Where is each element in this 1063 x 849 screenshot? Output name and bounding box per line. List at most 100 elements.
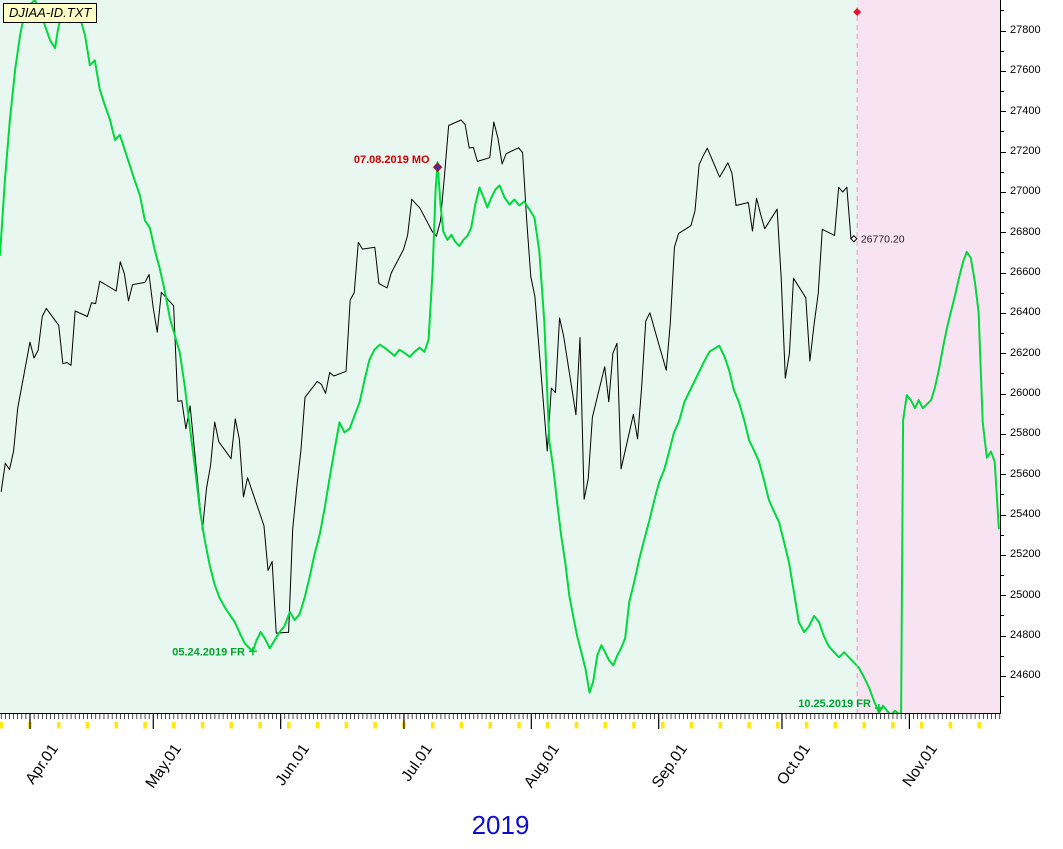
series-projection-line [0, 0, 1000, 713]
y-axis-tick [1001, 433, 1006, 435]
week-marker [948, 722, 953, 729]
week-marker [891, 722, 895, 729]
y-axis-tick [1001, 353, 1006, 355]
y-axis-tick [1001, 675, 1006, 677]
y-axis-tick [1001, 272, 1006, 274]
turn-date-label: 10.25.2019 FR [798, 698, 871, 710]
week-marker [315, 722, 320, 729]
week-marker [229, 722, 234, 729]
week-marker [574, 722, 579, 729]
y-axis-tick [1001, 575, 1004, 577]
week-marker [603, 722, 608, 729]
week-marker [517, 722, 521, 729]
y-axis-label: 27600 [1010, 64, 1041, 77]
data-file-label: DJIAA-ID.TXT [3, 3, 98, 23]
turn-date-label: 07.08.2019 MO [354, 154, 430, 166]
week-marker [632, 722, 636, 729]
y-axis-tick [1001, 554, 1006, 556]
week-marker [85, 722, 90, 729]
y-axis-tick [1001, 696, 1004, 698]
y-axis-label: 25800 [1010, 427, 1041, 440]
y-axis-tick [1001, 111, 1006, 113]
y-axis-tick [1001, 91, 1004, 93]
week-marker [258, 722, 262, 729]
y-axis-tick [1001, 10, 1004, 12]
week-marker [747, 722, 751, 729]
week-marker [143, 722, 147, 729]
last-price-label: 26770.20 [861, 234, 905, 245]
turn-date-label: 05.24.2019 FR [172, 646, 245, 658]
y-axis-tick [1001, 655, 1004, 657]
y-axis-label: 25400 [1010, 508, 1041, 521]
week-marker [114, 722, 119, 729]
y-axis-tick [1001, 393, 1006, 395]
y-axis-tick [1001, 494, 1004, 496]
y-axis-label: 25600 [1010, 467, 1041, 480]
price-chart-area[interactable]: 26770.20 07.08.2019 MO 05.24.2019 FR 10.25.… [0, 0, 1001, 713]
y-axis-tick [1001, 232, 1006, 234]
week-marker [804, 722, 809, 729]
y-axis-label: 26000 [1010, 387, 1041, 400]
y-axis-label: 27200 [1010, 145, 1041, 158]
last-price-marker-icon [850, 235, 858, 243]
week-marker [776, 722, 780, 729]
y-axis-tick [1001, 534, 1004, 536]
y-axis-label: 27000 [1010, 185, 1041, 198]
y-axis-tick [1001, 413, 1004, 415]
y-axis-tick [1001, 312, 1006, 314]
y-axis-label: 27800 [1010, 24, 1041, 37]
y-axis-tick [1001, 171, 1004, 173]
week-marker [0, 722, 4, 729]
week-marker [661, 722, 665, 729]
week-marker [200, 722, 205, 729]
week-marker [344, 722, 349, 729]
x-axis-ticks [0, 714, 1001, 729]
price-chart-canvas[interactable]: 26770.20 07.08.2019 MO 05.24.2019 FR 10.25.… [0, 0, 1000, 713]
x-axis-tick-strip [0, 713, 1001, 730]
week-marker [172, 722, 176, 729]
turn-marker-icon [432, 162, 443, 172]
week-marker [545, 722, 550, 729]
y-axis-tick [1001, 454, 1004, 456]
year-label: 2019 [471, 810, 530, 840]
x-axis-labels: Apr.01 May.01 Jun.01 Jul.01 Aug.01 Sep.01 Oct.… [0, 729, 1001, 821]
y-axis-label: 25000 [1010, 588, 1041, 601]
week-marker [718, 722, 723, 729]
y-axis-tick [1001, 131, 1004, 133]
y-axis-tick [1001, 373, 1004, 375]
y-axis-label: 24600 [1010, 669, 1041, 682]
time-cursor[interactable] [853, 7, 862, 713]
y-axis-tick [1001, 252, 1004, 254]
y-axis-tick [1001, 333, 1004, 335]
y-axis-tick [1001, 635, 1006, 637]
y-axis-tick [1001, 595, 1006, 597]
time-cursor-handle-icon[interactable] [853, 8, 862, 16]
y-axis-tick [1001, 474, 1006, 476]
y-axis-label: 26800 [1010, 225, 1041, 238]
y-axis-label: 24800 [1010, 629, 1041, 642]
projection-zone [857, 0, 1000, 713]
y-axis-label: 26200 [1010, 346, 1041, 359]
y-axis-label: 25200 [1010, 548, 1041, 561]
y-axis-tick [1001, 514, 1006, 516]
y-axis-label: 27400 [1010, 104, 1041, 117]
y-axis-tick [1001, 615, 1004, 617]
week-marker [862, 722, 866, 729]
week-marker [430, 722, 435, 729]
week-marker [56, 722, 61, 729]
week-marker [373, 722, 377, 729]
y-axis-tick [1001, 292, 1004, 294]
week-marker [287, 722, 291, 729]
y-axis-tick [1001, 30, 1006, 32]
week-marker [919, 722, 924, 729]
y-axis: 24600 24800 25000 25200 25400 25600 25800 26000… [1001, 0, 1063, 729]
y-axis-label: 26400 [1010, 306, 1041, 319]
week-marker [689, 722, 694, 729]
week-marker [488, 722, 493, 729]
week-marker [977, 722, 982, 729]
week-marker [833, 722, 838, 729]
y-axis-tick [1001, 151, 1006, 153]
y-axis-tick [1001, 50, 1004, 52]
y-axis-label: 26600 [1010, 266, 1041, 279]
